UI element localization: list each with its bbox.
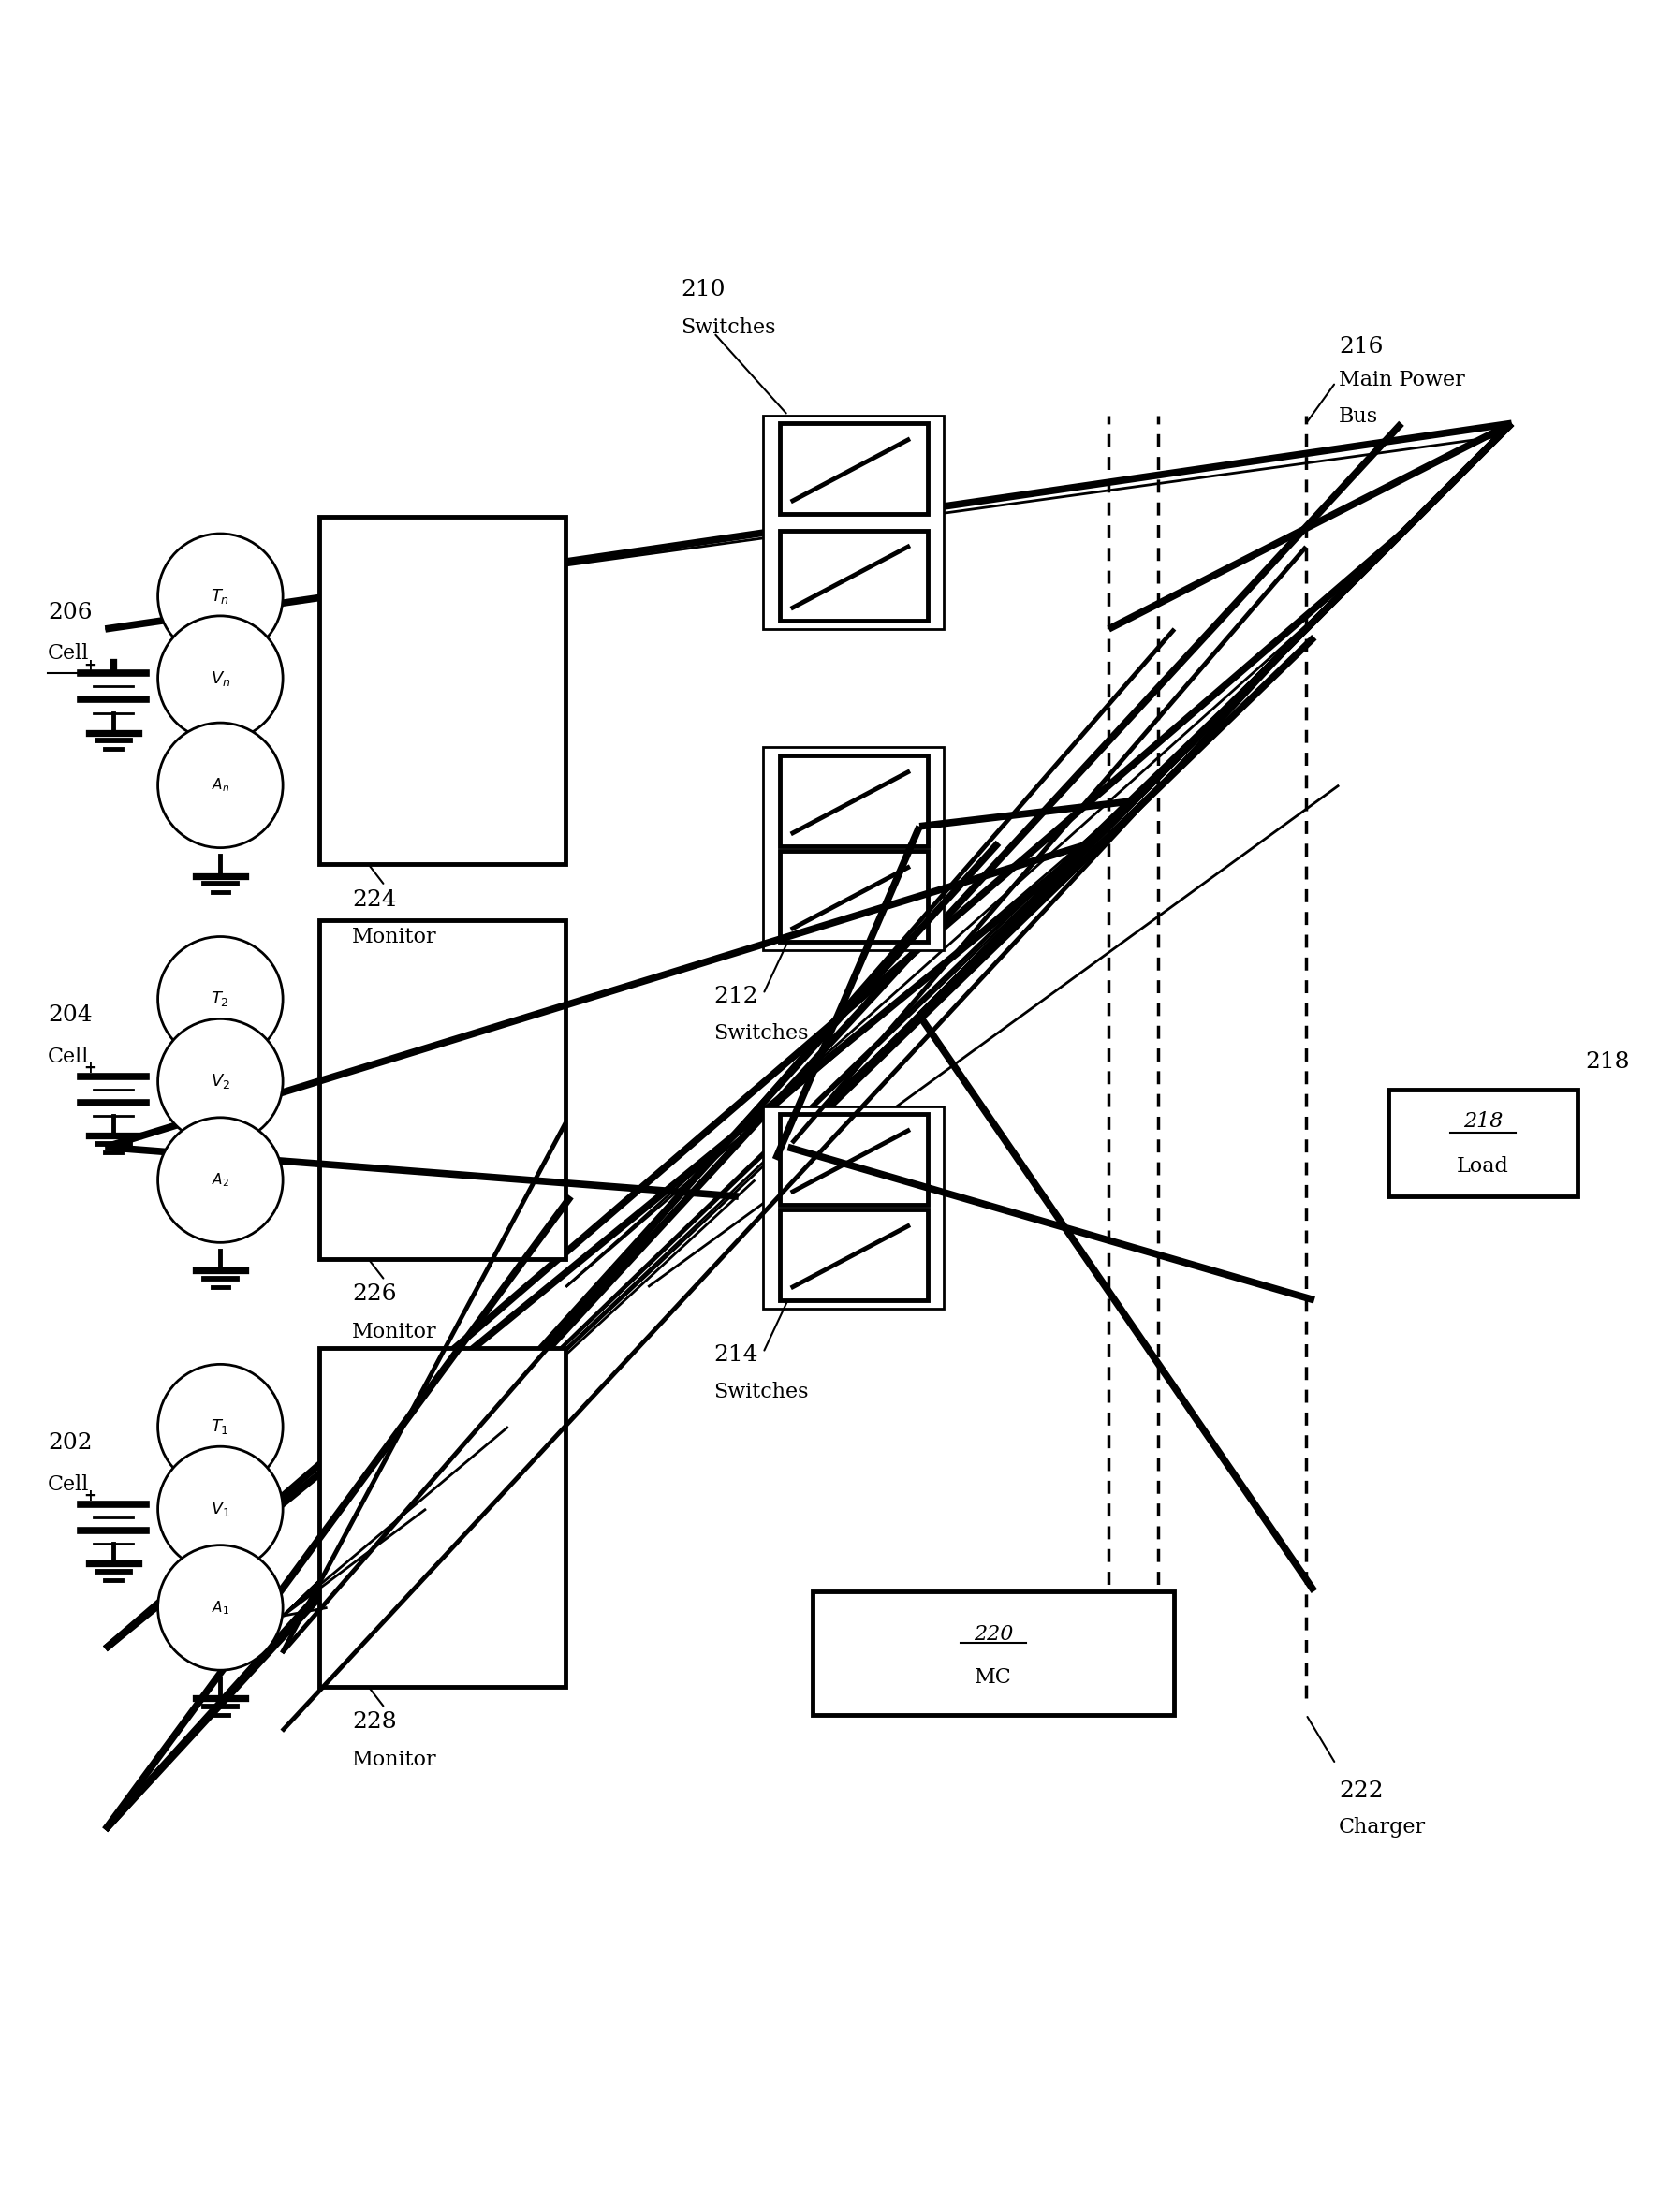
FancyBboxPatch shape	[779, 422, 928, 513]
Text: Switches: Switches	[681, 316, 776, 338]
Circle shape	[158, 1020, 284, 1144]
Circle shape	[158, 1546, 284, 1670]
Text: 218: 218	[1585, 1051, 1630, 1073]
FancyBboxPatch shape	[812, 1590, 1174, 1714]
Text: 204: 204	[48, 1004, 93, 1026]
Text: 202: 202	[48, 1433, 93, 1453]
Text: 220: 220	[973, 1624, 1013, 1646]
FancyBboxPatch shape	[779, 757, 928, 847]
Text: Switches: Switches	[715, 1382, 809, 1402]
Text: 214: 214	[715, 1345, 758, 1365]
Text: 206: 206	[48, 602, 93, 624]
Text: $A_n$: $A_n$	[211, 776, 229, 794]
Circle shape	[158, 533, 284, 659]
FancyBboxPatch shape	[318, 518, 565, 865]
Text: $V_n$: $V_n$	[211, 668, 230, 688]
Text: Bus: Bus	[1340, 407, 1378, 427]
Text: Monitor: Monitor	[351, 1750, 436, 1770]
Text: Cell: Cell	[48, 1473, 90, 1495]
Text: 228: 228	[351, 1712, 396, 1732]
Circle shape	[158, 615, 284, 741]
FancyBboxPatch shape	[763, 416, 943, 628]
Text: Charger: Charger	[1340, 1816, 1426, 1838]
Text: $T_1$: $T_1$	[211, 1418, 230, 1436]
Text: 210: 210	[681, 279, 726, 301]
Text: 212: 212	[715, 987, 758, 1006]
FancyBboxPatch shape	[779, 852, 928, 942]
Text: $T_n$: $T_n$	[211, 586, 230, 606]
Text: MC: MC	[975, 1668, 1011, 1688]
Text: $T_2$: $T_2$	[211, 989, 229, 1009]
Text: +: +	[85, 657, 96, 675]
FancyBboxPatch shape	[779, 531, 928, 622]
Circle shape	[158, 1117, 284, 1243]
FancyBboxPatch shape	[318, 1347, 565, 1686]
Text: $V_1$: $V_1$	[211, 1500, 230, 1517]
Text: Load: Load	[1457, 1157, 1509, 1177]
FancyBboxPatch shape	[1388, 1091, 1577, 1197]
Text: $A_2$: $A_2$	[212, 1172, 229, 1188]
Text: 224: 224	[351, 889, 396, 911]
Circle shape	[158, 1447, 284, 1571]
Text: Main Power: Main Power	[1340, 369, 1466, 392]
Text: Monitor: Monitor	[351, 1321, 436, 1343]
Circle shape	[158, 1365, 284, 1489]
Text: +: +	[85, 1486, 96, 1504]
FancyBboxPatch shape	[763, 1106, 943, 1307]
Text: 216: 216	[1340, 336, 1383, 358]
FancyBboxPatch shape	[779, 1115, 928, 1206]
Text: Cell: Cell	[48, 644, 90, 664]
FancyBboxPatch shape	[318, 920, 565, 1259]
FancyBboxPatch shape	[763, 748, 943, 949]
Text: $A_1$: $A_1$	[212, 1599, 229, 1617]
Text: 218: 218	[1462, 1110, 1502, 1133]
Text: $V_2$: $V_2$	[211, 1073, 230, 1091]
FancyBboxPatch shape	[779, 1210, 928, 1301]
Text: +: +	[85, 1060, 96, 1077]
Text: 226: 226	[351, 1283, 396, 1305]
Circle shape	[158, 936, 284, 1062]
Text: Cell: Cell	[48, 1046, 90, 1066]
Circle shape	[158, 723, 284, 847]
Text: 222: 222	[1340, 1781, 1383, 1803]
Text: Monitor: Monitor	[351, 927, 436, 947]
Text: Switches: Switches	[715, 1022, 809, 1044]
